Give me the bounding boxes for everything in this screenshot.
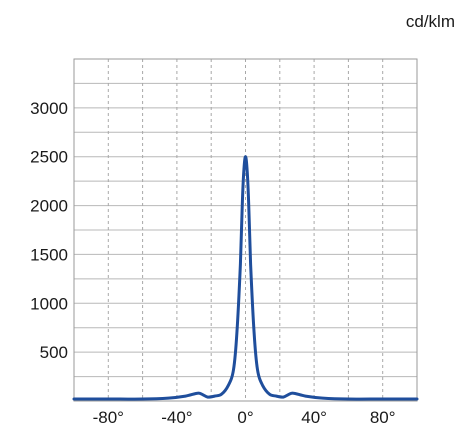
y-tick-label: 1000 — [30, 294, 68, 313]
y-tick-label: 3000 — [30, 99, 68, 118]
y-axis-labels: 500 1000 1500 2000 2500 3000 — [30, 99, 68, 362]
y-tick-label: 2000 — [30, 197, 68, 216]
x-tick-label: -40° — [161, 408, 192, 427]
y-tick-label: 500 — [40, 343, 68, 362]
x-tick-label: 40° — [301, 408, 327, 427]
x-tick-label: 80° — [370, 408, 396, 427]
x-axis-labels: -80° -40° 0° 40° 80° — [93, 408, 396, 427]
x-tick-label: -80° — [93, 408, 124, 427]
y-tick-label: 2500 — [30, 148, 68, 167]
y-tick-label: 1500 — [30, 245, 68, 264]
x-tick-label: 0° — [237, 408, 253, 427]
